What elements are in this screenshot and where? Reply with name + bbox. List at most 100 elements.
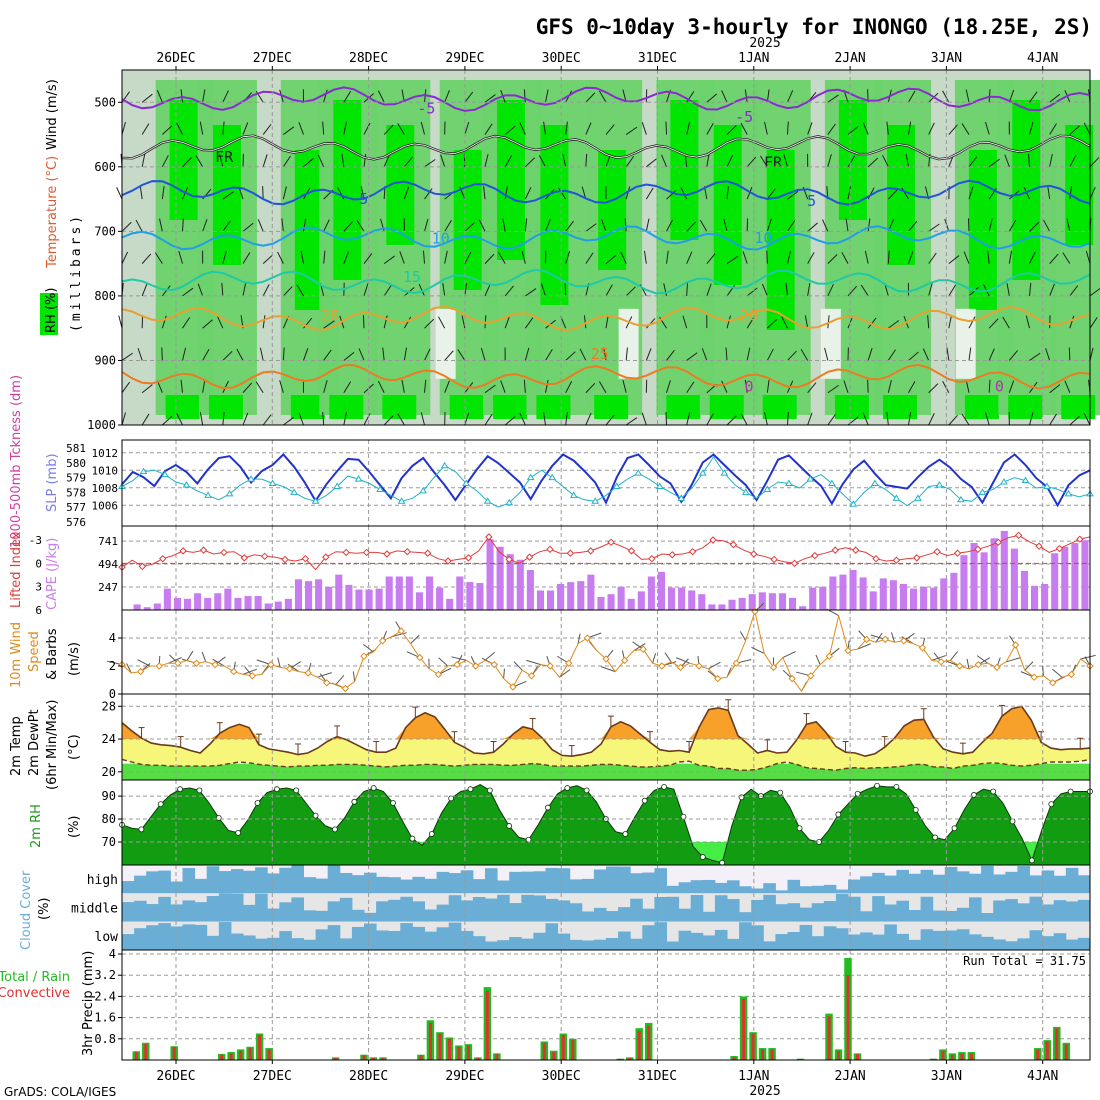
wind-barb — [202, 348, 210, 361]
precip-conv-bar — [742, 999, 746, 1060]
wind-barb — [804, 315, 809, 329]
cloud-bar — [896, 869, 909, 894]
wind-barb — [1089, 347, 1094, 361]
wind-barb — [721, 380, 728, 393]
cloud-bar — [920, 929, 934, 950]
cloud-bar — [376, 930, 389, 950]
wind-barb — [585, 92, 596, 103]
wind-barb — [343, 90, 352, 103]
wind-barb — [787, 250, 792, 264]
wind-barb — [1029, 221, 1040, 232]
wind10m-point — [732, 659, 741, 667]
date-label-top: 2JAN — [834, 51, 865, 66]
cloud-bar — [727, 899, 740, 922]
cloud-bar — [956, 929, 970, 950]
cloud-bar — [448, 873, 462, 894]
rh-core — [453, 150, 482, 290]
cloud-bar — [255, 867, 268, 894]
dewpt-line — [121, 758, 1091, 771]
rh-core-low — [964, 395, 999, 419]
precip-panel: 0.8 1.6 2.4 3.2 4 — [94, 947, 1091, 1061]
wind-barb — [1083, 413, 1091, 426]
wind-barb — [504, 315, 511, 329]
thickness-point — [268, 479, 277, 487]
contour-label: 0 — [995, 377, 1004, 395]
li-point — [627, 547, 636, 555]
wind-barb — [222, 351, 233, 361]
cloud-bar — [727, 880, 740, 894]
wind10m-point — [602, 655, 610, 663]
wind-barb — [968, 156, 978, 168]
li-point — [831, 546, 839, 554]
wind-barb — [565, 412, 568, 426]
wind-barb — [137, 347, 143, 361]
cape-bar — [597, 596, 605, 610]
wind10m-point — [155, 662, 163, 670]
cape-bar — [889, 580, 897, 610]
cloud-bar — [1053, 875, 1067, 894]
cloud-bar — [206, 866, 220, 894]
li-point — [933, 547, 941, 556]
wind-barb — [521, 250, 526, 264]
cloud-bar — [872, 896, 885, 922]
cape-bar — [264, 603, 272, 610]
li-point — [159, 554, 167, 563]
wind10m-point — [527, 672, 536, 680]
wind10m-point — [416, 653, 424, 662]
precip-conv-bar — [1055, 1028, 1059, 1060]
cloud-bar — [472, 936, 486, 950]
wind10m-barb — [664, 652, 672, 663]
cape-bar — [1031, 585, 1039, 610]
wind10m-barb — [782, 651, 796, 659]
date-label-bottom: 27DEC — [253, 1069, 292, 1084]
cape-bar — [799, 606, 807, 610]
wind-barb — [464, 251, 472, 264]
wind-barb — [383, 124, 394, 135]
wind-barb — [908, 251, 914, 264]
rh-core — [540, 125, 569, 305]
cloud-bar — [969, 934, 982, 950]
wind-barb — [322, 121, 325, 135]
rh2m-tick-label: 90 — [102, 789, 116, 803]
wind-barb — [562, 154, 567, 167]
cloud-bar — [267, 908, 280, 922]
cloud-bar — [848, 934, 861, 950]
cloud-bar — [509, 903, 522, 922]
wind-barb — [161, 315, 167, 329]
cape-bar — [1041, 583, 1049, 610]
wind-barb — [887, 379, 892, 393]
rh-core-low — [449, 395, 484, 419]
wind-barb — [383, 415, 394, 426]
cloud-bar — [1029, 930, 1043, 950]
chart-title: GFS 0~10day 3-hourly for INONGO (18.25E,… — [536, 15, 1092, 39]
wind10m-barb — [526, 659, 541, 666]
li-point — [301, 554, 310, 563]
wind10m-barb — [451, 656, 467, 661]
cloud-bar — [666, 885, 680, 894]
temp-ylabel-2: 2m DewPt — [27, 709, 42, 776]
wind-barb — [942, 90, 950, 103]
wind-barb — [161, 125, 173, 135]
cloud-bar — [315, 910, 329, 922]
cape-bar — [284, 598, 292, 610]
rh2m-point — [525, 836, 532, 843]
thickness-point — [677, 494, 686, 501]
contour-label: FR — [764, 153, 783, 171]
wind-barb — [699, 219, 708, 232]
rh-core — [968, 150, 997, 310]
precip-conv-bar — [362, 1055, 366, 1060]
wind-barb — [948, 255, 960, 265]
rh-core — [497, 100, 526, 260]
slp-tick-label: 1006 — [92, 499, 119, 512]
wind-barb — [585, 223, 597, 232]
cloud-bar — [388, 930, 401, 950]
temp-warm-fill — [122, 706, 1090, 740]
date-label-top: 30DEC — [542, 51, 581, 66]
wind-barb — [282, 186, 287, 200]
cloud-level-label: high — [87, 873, 118, 888]
wind-barb — [259, 347, 264, 361]
thickness-point — [698, 469, 707, 476]
cape-bar — [768, 593, 776, 610]
cape-bar — [678, 587, 686, 610]
wind10m-barb — [577, 633, 581, 644]
